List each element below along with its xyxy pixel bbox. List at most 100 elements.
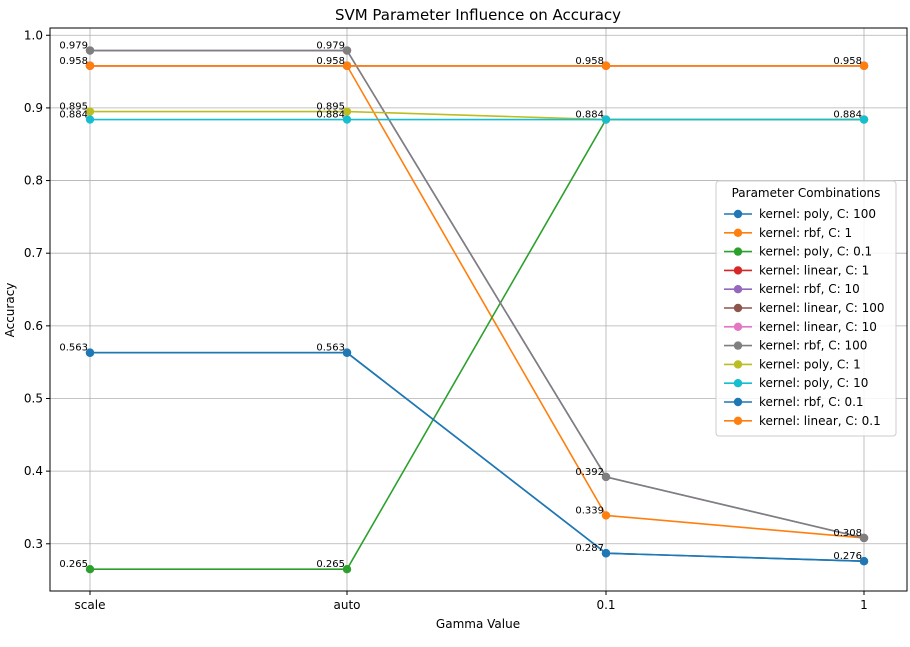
data-point [342, 46, 352, 55]
y-tick-label: 0.3 [24, 537, 43, 551]
data-point [85, 46, 95, 55]
legend-label: kernel: poly, C: 1 [759, 357, 861, 371]
data-label: 0.895 [59, 102, 88, 113]
data-point [601, 115, 611, 124]
data-label: 0.339 [575, 505, 604, 516]
chart-title: SVM Parameter Influence on Accuracy [335, 6, 621, 24]
data-label: 0.884 [575, 110, 604, 121]
legend-swatch-marker [733, 266, 743, 275]
data-label: 0.392 [575, 467, 604, 478]
legend-item: kernel: linear, C: 0.1 [724, 414, 881, 428]
data-point [85, 348, 95, 357]
data-point [342, 107, 352, 116]
legend-label: kernel: poly, C: 0.1 [759, 245, 872, 259]
y-tick-label: 0.5 [24, 391, 43, 405]
data-label: 0.979 [316, 41, 345, 52]
x-tick-label: auto [333, 598, 360, 612]
data-point [859, 115, 869, 124]
x-tick-label: 1 [860, 598, 868, 612]
legend-label: kernel: rbf, C: 1 [759, 226, 852, 240]
y-tick-label: 1.0 [24, 28, 43, 42]
legend-item: kernel: poly, C: 0.1 [724, 245, 872, 259]
y-tick-label: 0.7 [24, 246, 43, 260]
legend-swatch-marker [733, 360, 743, 369]
legend-swatch-marker [733, 247, 743, 256]
legend-label: kernel: poly, C: 10 [759, 376, 868, 390]
plot-area [49, 27, 908, 592]
data-point [859, 533, 869, 543]
legend-label: kernel: poly, C: 100 [759, 207, 876, 221]
data-point [342, 61, 352, 70]
series-line [90, 110, 864, 121]
data-label: 0.563 [59, 343, 88, 354]
data-label: 0.895 [316, 102, 345, 113]
data-point [85, 115, 95, 124]
data-labels: 0.9790.9580.8950.8840.5630.2650.9790.958… [59, 41, 862, 571]
legend-swatch-marker [733, 285, 743, 294]
data-label: 0.958 [316, 56, 345, 67]
data-label: 0.958 [833, 56, 862, 67]
legend-item: kernel: poly, C: 1 [724, 357, 861, 371]
data-label: 0.265 [316, 559, 345, 570]
legend-item: kernel: linear, C: 10 [724, 320, 877, 334]
x-axis: scale auto 0.1 1 [75, 591, 868, 612]
x-tick-label: scale [75, 598, 106, 612]
legend-item: kernel: poly, C: 100 [724, 207, 876, 221]
legend-swatch-marker [733, 379, 743, 388]
legend-item: kernel: linear, C: 100 [724, 301, 885, 315]
data-label: 0.979 [59, 41, 88, 52]
legend-label: kernel: rbf, C: 10 [759, 282, 860, 296]
data-point [601, 61, 611, 70]
legend-swatch-marker [733, 416, 743, 425]
series-7 [85, 46, 869, 543]
data-label: 0.308 [833, 528, 862, 539]
y-tick-label: 0.6 [24, 319, 43, 333]
data-point [859, 557, 869, 566]
legend-label: kernel: linear, C: 1 [759, 263, 869, 277]
data-point [342, 565, 352, 574]
data-label: 0.563 [316, 343, 345, 354]
series-9 [85, 115, 869, 124]
legend-item: kernel: rbf, C: 1 [724, 226, 852, 240]
legend-swatch-marker [733, 397, 743, 407]
legend-box [715, 180, 897, 437]
legend-item: kernel: rbf, C: 0.1 [724, 395, 864, 409]
legend: Parameter Combinations kernel: poly, C: … [715, 180, 897, 437]
y-tick-label: 0.4 [24, 464, 43, 478]
data-point [85, 565, 95, 574]
series-line [90, 49, 865, 539]
data-label: 0.265 [59, 559, 88, 570]
data-point [85, 61, 95, 70]
data-point [342, 348, 352, 357]
series-line [90, 351, 865, 563]
legend-item: kernel: rbf, C: 10 [724, 282, 860, 296]
data-point [601, 472, 611, 482]
series-lines [85, 46, 869, 574]
data-label: 0.276 [833, 551, 862, 562]
legend-label: kernel: linear, C: 10 [759, 320, 877, 334]
y-tick-label: 0.8 [24, 174, 43, 188]
data-label: 0.884 [316, 110, 345, 121]
legend-label: kernel: rbf, C: 100 [759, 339, 867, 353]
data-point [601, 511, 611, 520]
data-label: 0.884 [833, 110, 862, 121]
legend-label: kernel: rbf, C: 0.1 [759, 395, 864, 409]
legend-item: kernel: linear, C: 1 [724, 263, 869, 277]
data-point [859, 61, 869, 70]
legend-item: kernel: rbf, C: 100 [724, 339, 867, 353]
legend-item: kernel: poly, C: 10 [724, 376, 868, 390]
legend-swatch-marker [733, 303, 743, 313]
legend-label: kernel: linear, C: 100 [759, 301, 885, 315]
series-10 [85, 348, 869, 566]
data-point [85, 107, 95, 116]
legend-label: kernel: linear, C: 0.1 [759, 414, 881, 428]
data-label: 0.958 [59, 56, 88, 67]
data-point [601, 549, 611, 558]
series-11 [85, 61, 869, 70]
data-label: 0.287 [575, 543, 604, 554]
y-axis-label: Accuracy [3, 283, 17, 338]
series-8 [85, 107, 869, 124]
data-point [342, 115, 352, 124]
legend-swatch-marker [733, 341, 743, 350]
